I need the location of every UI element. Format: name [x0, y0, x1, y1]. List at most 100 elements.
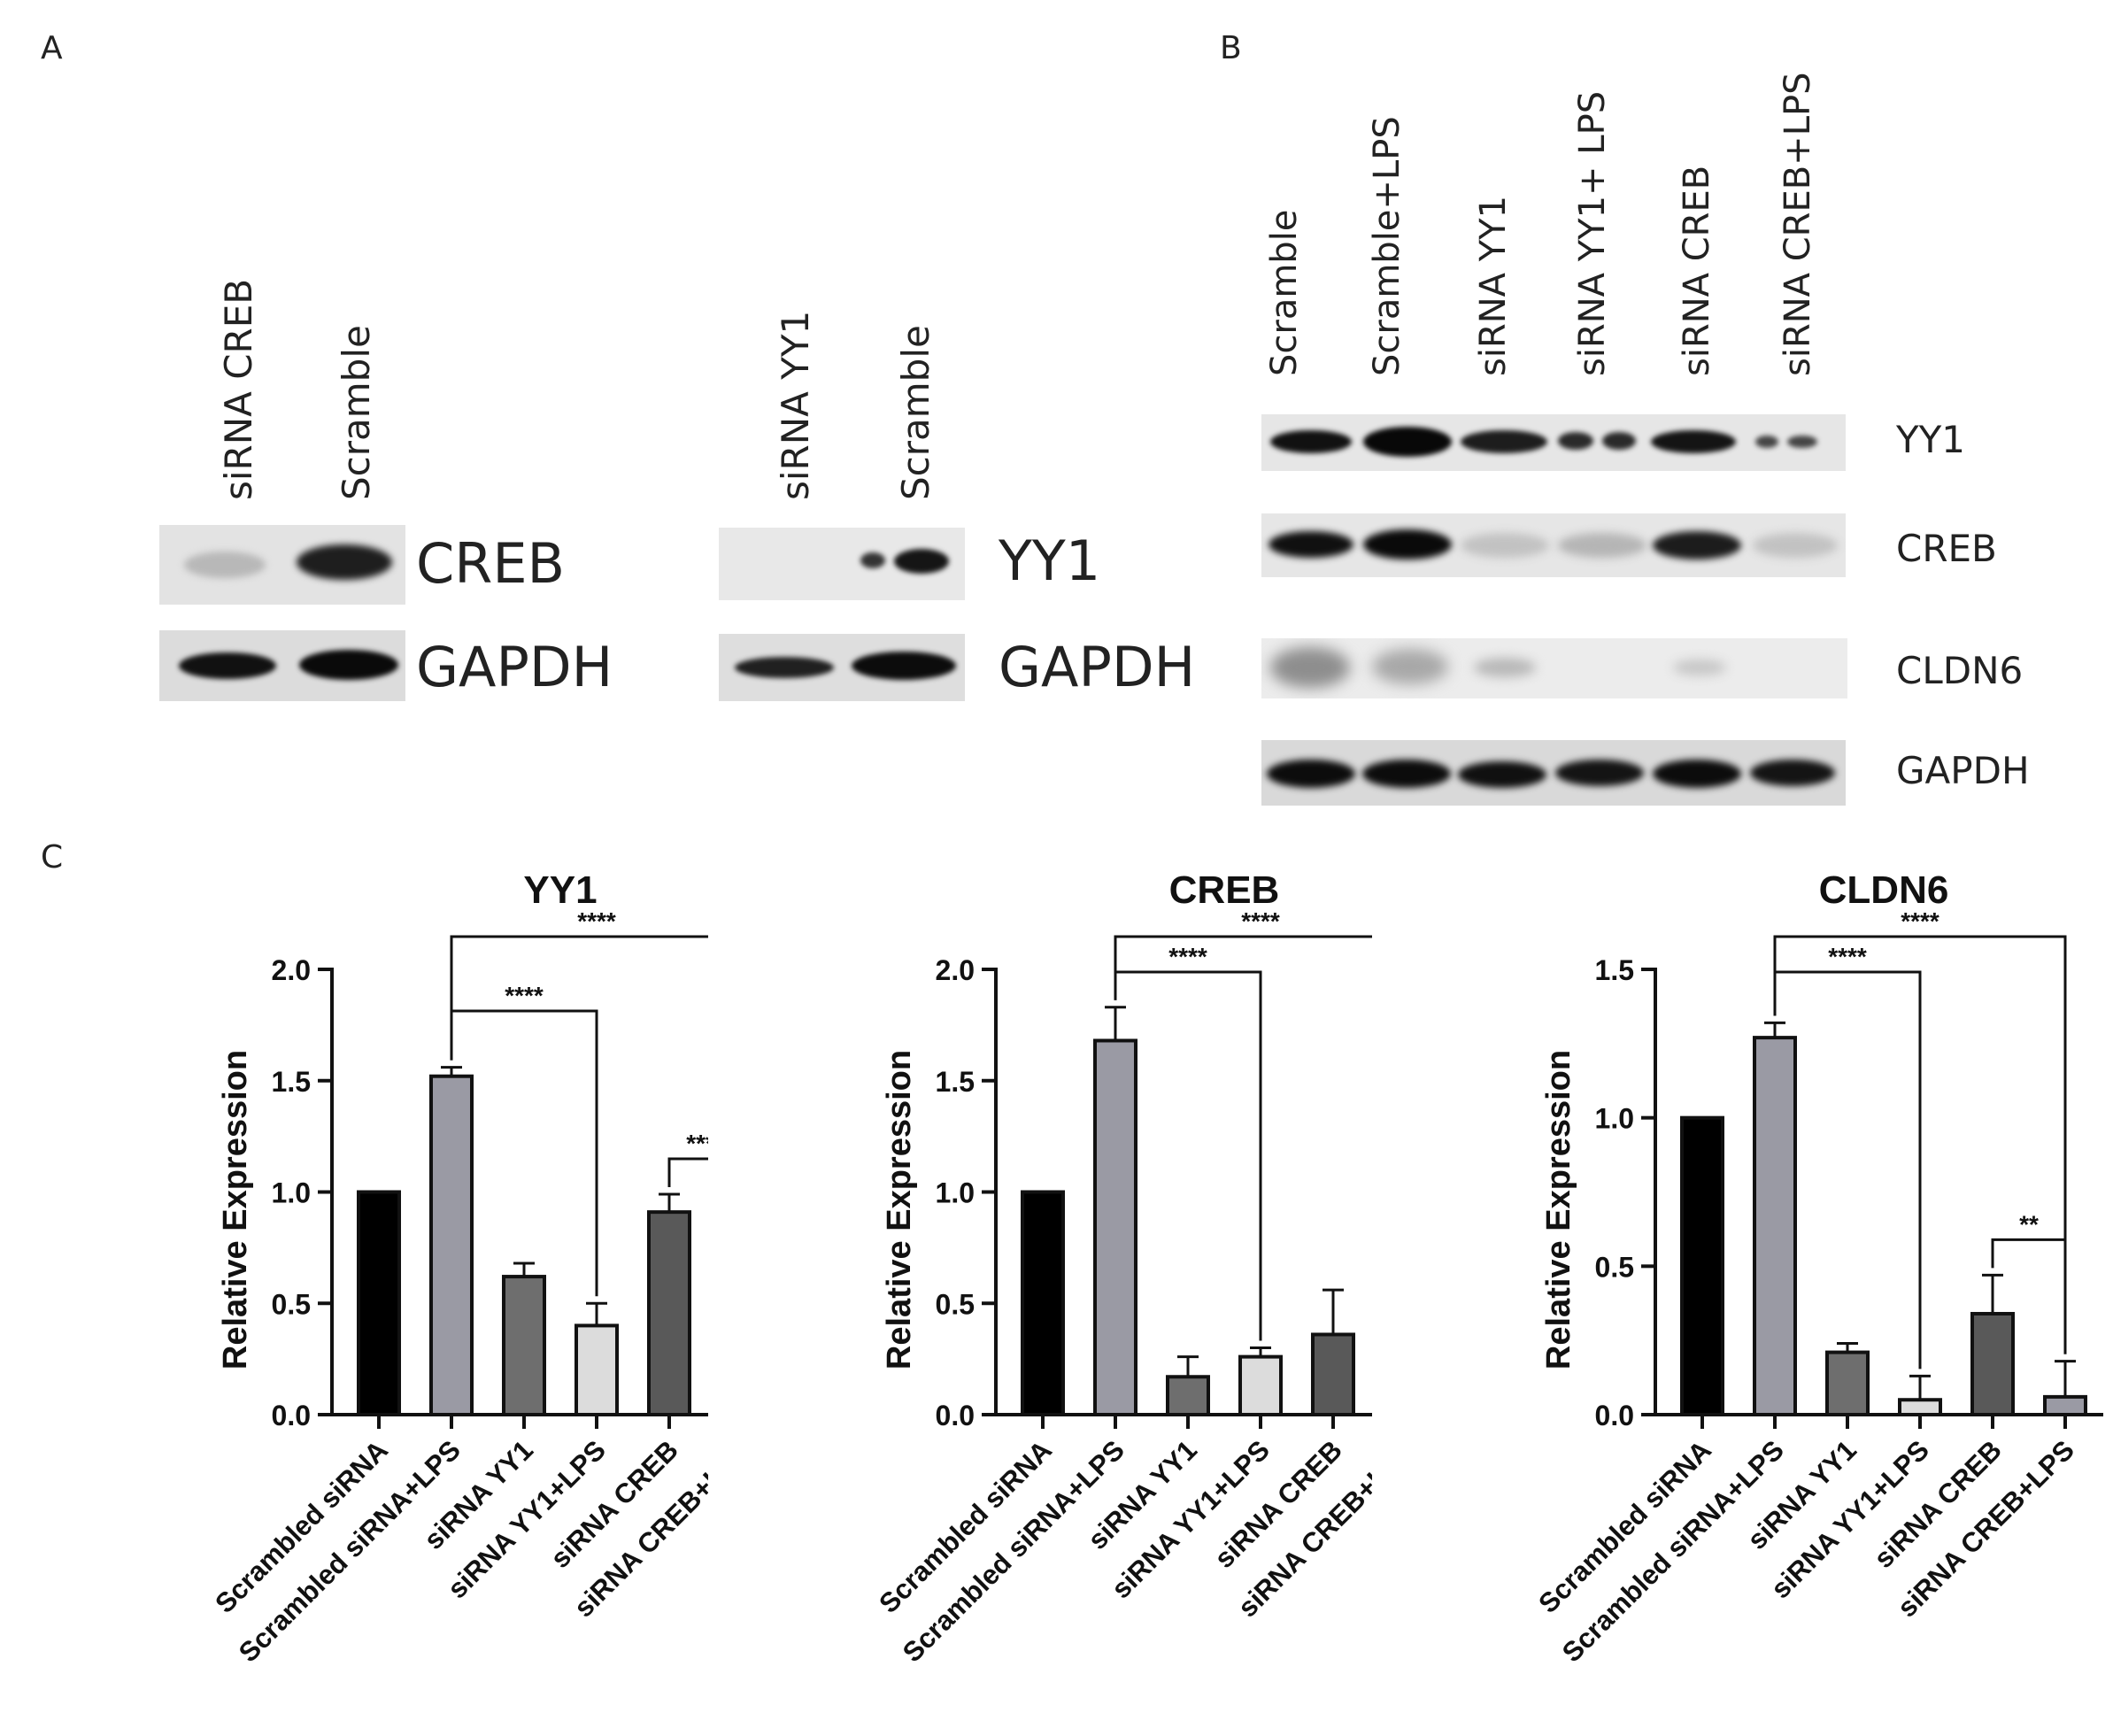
- significance-bracket: [450, 1009, 598, 1297]
- band: [184, 552, 266, 578]
- band: [1372, 649, 1448, 684]
- significance-bracket: [667, 1157, 708, 1188]
- chart-title: CREB: [1169, 868, 1280, 912]
- lane-label: Scramble: [1264, 209, 1305, 376]
- panel-label-c: C: [41, 839, 64, 876]
- band: [1787, 436, 1817, 448]
- bar: [1238, 1354, 1283, 1416]
- blot-strip-yy1: [1261, 414, 1846, 471]
- bar: [1970, 1311, 2015, 1417]
- band: [1558, 432, 1593, 450]
- protein-label: GAPDH: [999, 635, 1196, 699]
- y-axis-label: Relative Expression: [1540, 1050, 1577, 1370]
- bar: [2043, 1394, 2087, 1417]
- significance-label: ****: [1241, 907, 1280, 935]
- significance-label: ****: [1168, 943, 1207, 970]
- y-axis-label: Relative Expression: [881, 1050, 918, 1370]
- band: [1673, 660, 1726, 675]
- y-tick-label: 1.0: [936, 1177, 975, 1209]
- y-tick-label: 2.0: [936, 954, 975, 986]
- bar: [357, 1190, 401, 1416]
- bar: [1166, 1375, 1210, 1416]
- y-tick-label: 0.5: [936, 1288, 975, 1320]
- band: [1458, 761, 1546, 788]
- band: [1750, 760, 1835, 786]
- lane-label: siRNA YY1: [1473, 195, 1514, 376]
- chart-title: YY1: [523, 868, 597, 912]
- lane-label: siRNA CREB: [217, 278, 260, 500]
- significance-label: ****: [577, 907, 616, 935]
- band: [1602, 432, 1636, 450]
- band: [1555, 760, 1644, 786]
- panel-label-b: B: [1220, 30, 1242, 66]
- y-tick-label: 0.0: [1595, 1400, 1634, 1431]
- protein-label: GAPDH: [1896, 749, 2030, 792]
- blot-strip-gapdh: [1261, 740, 1846, 806]
- protein-label: YY1: [999, 529, 1101, 593]
- lane-label: siRNA YY1: [774, 310, 817, 500]
- significance-label: ****: [1828, 943, 1867, 970]
- bar: [575, 1323, 619, 1417]
- bar: [1753, 1036, 1797, 1416]
- band: [1651, 430, 1736, 453]
- panel-label-a: A: [41, 30, 63, 66]
- y-tick-label: 1.5: [1595, 954, 1634, 986]
- y-tick-label: 0.5: [1595, 1251, 1634, 1283]
- blot-strip-gapdh: [159, 630, 405, 701]
- band: [1267, 760, 1355, 788]
- y-tick-label: 1.5: [936, 1066, 975, 1098]
- band: [1755, 436, 1778, 448]
- band: [1270, 647, 1350, 688]
- blot-strip-gapdh: [719, 634, 965, 701]
- band: [1653, 531, 1741, 559]
- significance-label: ****: [1901, 907, 1939, 935]
- lane-label: siRNA CREB+LPS: [1778, 72, 1818, 377]
- bar: [429, 1074, 474, 1416]
- band: [1362, 760, 1451, 788]
- band: [1653, 760, 1741, 788]
- band: [735, 657, 834, 678]
- significance-bracket: [450, 935, 708, 1061]
- significance-label: ****: [505, 982, 544, 1009]
- y-tick-label: 1.0: [1595, 1103, 1634, 1135]
- band: [894, 549, 949, 574]
- y-axis-label: Relative Expression: [217, 1050, 254, 1370]
- bar: [1898, 1398, 1942, 1417]
- significance-bracket: [1773, 970, 1922, 1370]
- bar: [1680, 1115, 1724, 1416]
- band: [1363, 529, 1452, 559]
- significance-bracket: [1114, 970, 1262, 1341]
- band: [179, 652, 276, 679]
- category-label: siRNA CREB: [1868, 1434, 2008, 1574]
- bar: [502, 1275, 546, 1416]
- band: [860, 552, 885, 568]
- lane-label: Scramble+LPS: [1367, 116, 1407, 376]
- y-tick-label: 1.5: [272, 1066, 311, 1098]
- significance-label: ****: [686, 1130, 708, 1157]
- band: [1558, 533, 1646, 558]
- y-tick-label: 0.0: [272, 1400, 311, 1431]
- protein-label: CREB: [416, 531, 566, 596]
- band: [1474, 658, 1536, 677]
- band: [299, 650, 398, 680]
- protein-label: CREB: [1896, 527, 1997, 570]
- blot-strip-creb: [1261, 513, 1846, 577]
- band: [852, 652, 956, 680]
- bar: [1093, 1038, 1137, 1416]
- protein-label: CLDN6: [1896, 649, 2024, 692]
- blot-strip-cldn6: [1261, 638, 1847, 698]
- significance-bracket: [1991, 1238, 2067, 1354]
- lane-label: siRNA CREB: [1677, 165, 1717, 376]
- bar: [1825, 1350, 1870, 1417]
- blot-strip-creb: [159, 525, 405, 605]
- y-tick-label: 1.0: [272, 1177, 311, 1209]
- y-tick-label: 0.5: [272, 1288, 311, 1320]
- lane-label: siRNA YY1+ LPS: [1572, 90, 1613, 376]
- band: [297, 544, 392, 580]
- y-tick-label: 2.0: [272, 954, 311, 986]
- protein-label: GAPDH: [416, 635, 613, 699]
- bar: [1021, 1190, 1065, 1416]
- band: [1269, 531, 1353, 558]
